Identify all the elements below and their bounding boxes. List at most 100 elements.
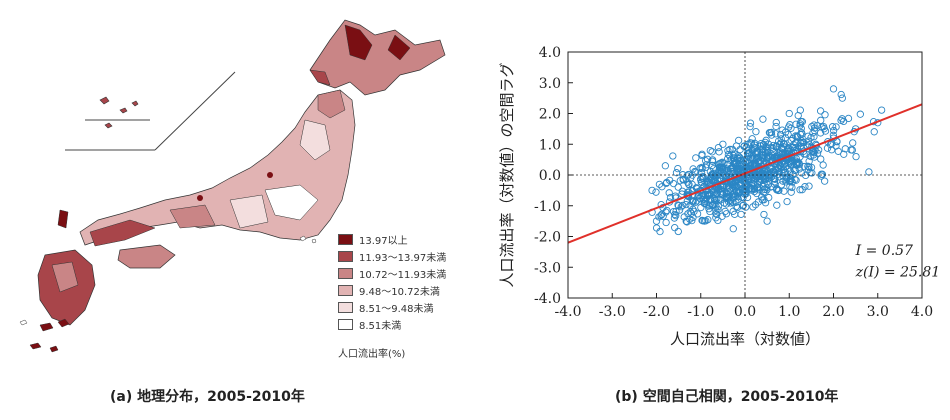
scatter-point (674, 201, 682, 209)
scatter-point (697, 173, 706, 181)
scatter-point (692, 168, 700, 176)
y-tick-label: 4.0 (539, 45, 561, 61)
x-ticks: -4.0 -3.0 -2.0 -1.0 0.0 1.0 2.0 3.0 4.0 (555, 293, 933, 320)
scatter-point (849, 139, 857, 147)
scatter-point (669, 207, 678, 216)
legend-label: 10.72～11.93未満 (359, 270, 447, 281)
legend-item: 13.97以上 (338, 231, 446, 248)
scatter-point (658, 210, 666, 218)
scatter-point (765, 193, 773, 202)
scatter-point (679, 171, 687, 179)
map-legend: 13.97以上 11.93～13.97未満 10.72～11.93未満 9.48… (338, 231, 446, 360)
scatter-point (804, 132, 812, 140)
scatter-point (829, 126, 838, 135)
scatter-point (753, 183, 762, 191)
hokkaido-dark-areas (344, 24, 411, 61)
scatter-point (777, 139, 785, 147)
scatter-point (719, 140, 727, 148)
scatter-point (742, 190, 750, 198)
japan-choropleth-map (19, 19, 446, 353)
scatter-point (691, 167, 699, 176)
legend-label: 8.51未満 (359, 321, 402, 332)
legend-item: 8.51～9.48未満 (338, 299, 446, 316)
y-tick-label: -1.0 (534, 199, 561, 215)
scatter-point (852, 152, 860, 161)
scatter-point (784, 130, 792, 139)
scatter-point (784, 144, 793, 153)
scatter-point (688, 216, 696, 225)
figure-b-caption: (b) 空間自己相関，2005-2010年 (615, 389, 839, 405)
scatter-point (662, 218, 670, 227)
hokkaido-southwest (309, 69, 331, 86)
legend-item: 9.48～10.72未満 (338, 282, 446, 299)
scatter-point (689, 205, 697, 213)
scatter-point (770, 180, 779, 189)
scatter-point (816, 107, 825, 115)
scatter-point (775, 186, 783, 195)
legend-label: 11.93～13.97未満 (359, 253, 447, 264)
scatter-point (776, 161, 784, 169)
scatter-point (752, 155, 760, 164)
scatter-point (712, 206, 720, 215)
scatter-point (806, 168, 814, 177)
scatter-point (715, 148, 723, 156)
scatter-point (652, 217, 661, 225)
scatter-point (712, 202, 720, 211)
scatter-point (661, 162, 670, 170)
y-tick-label: 3.0 (539, 76, 561, 92)
scatter-point (832, 142, 840, 150)
scatter-point (797, 124, 805, 133)
legend-label: 8.51～9.48未満 (359, 304, 434, 315)
scatter-point (772, 122, 780, 131)
legend-item: 8.51未満 (338, 316, 446, 333)
scatter-point (722, 192, 731, 201)
scatter-point (699, 195, 707, 203)
scatter-point (736, 154, 744, 162)
scatter-point (804, 162, 812, 170)
scatter-point (674, 164, 682, 173)
x-tick-label: 0.0 (734, 304, 756, 320)
scatter-point (767, 128, 776, 137)
morans-i-annotation: I = 0.57 (855, 243, 913, 259)
scatter-point (742, 162, 750, 170)
scatter-point (758, 196, 766, 204)
scatter-point (676, 177, 684, 185)
scatter-point (729, 207, 737, 215)
scatter-point (749, 179, 757, 187)
scatter-point (821, 111, 829, 119)
scatter-point (724, 190, 732, 199)
scatter-point (786, 121, 794, 129)
scatter-plot: -4.0 -3.0 -2.0 -1.0 0.0 1.0 2.0 3.0 4.0 -4.0 -3.0… (498, 45, 940, 348)
scatter-point (718, 212, 726, 220)
scatter-point (698, 216, 706, 225)
scatter-point (758, 176, 766, 184)
scatter-point (682, 217, 690, 225)
scatter-point (752, 128, 760, 136)
scatter-point (788, 160, 796, 168)
scatter-point (731, 150, 739, 158)
y-tick-label: -3.0 (534, 260, 561, 276)
scatter-point (777, 135, 785, 143)
scatter-point (759, 145, 767, 154)
scatter-point (761, 138, 769, 146)
scatter-point (683, 197, 691, 205)
figure-a-caption: (a) 地理分布，2005-2010年 (110, 389, 305, 405)
legend-swatch (338, 268, 353, 279)
scatter-point (720, 159, 728, 168)
scatter-point (713, 195, 721, 203)
scatter-point (776, 130, 785, 139)
scatter-point (729, 225, 737, 233)
scatter-point (779, 177, 787, 185)
scatter-point (817, 116, 825, 124)
hokkaido-region (309, 19, 446, 96)
scatter-point (739, 201, 748, 209)
scatter-point (726, 145, 734, 154)
scatter-point (785, 109, 793, 118)
scatter-point (692, 154, 700, 162)
x-tick-label: 4.0 (911, 304, 933, 320)
scatter-point (772, 118, 780, 127)
chugoku-region (89, 219, 156, 247)
scatter-point (796, 106, 804, 114)
scatter-point (737, 210, 745, 218)
scatter-point (732, 158, 740, 167)
